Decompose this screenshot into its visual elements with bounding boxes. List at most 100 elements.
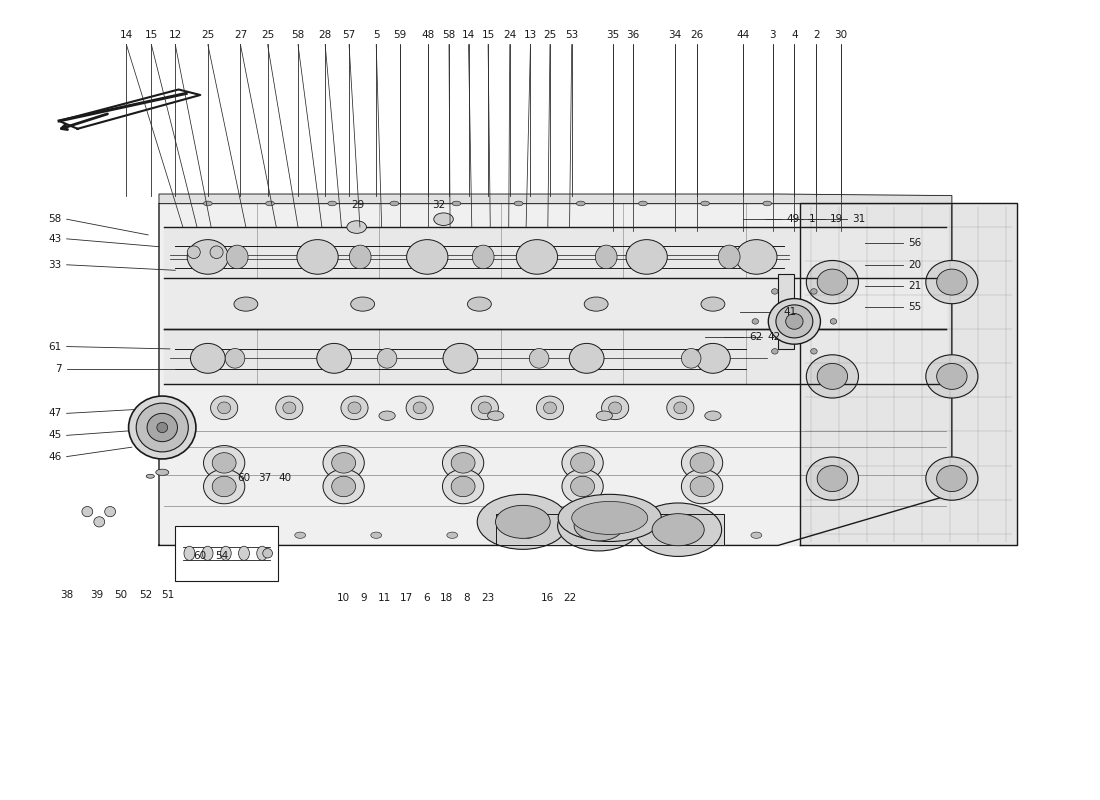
Ellipse shape xyxy=(674,402,686,414)
Text: 47: 47 xyxy=(48,408,62,418)
Ellipse shape xyxy=(751,532,762,538)
Ellipse shape xyxy=(81,506,92,517)
Ellipse shape xyxy=(332,453,355,473)
Text: 31: 31 xyxy=(851,214,866,224)
Ellipse shape xyxy=(328,201,337,206)
Ellipse shape xyxy=(204,446,245,480)
Text: 17: 17 xyxy=(400,593,414,602)
Ellipse shape xyxy=(602,396,629,420)
Text: 3: 3 xyxy=(769,30,776,40)
Ellipse shape xyxy=(266,201,274,206)
Text: 38: 38 xyxy=(60,590,74,600)
Text: 53: 53 xyxy=(565,30,579,40)
Ellipse shape xyxy=(806,261,858,304)
Ellipse shape xyxy=(295,532,306,538)
Text: 15: 15 xyxy=(145,30,158,40)
Ellipse shape xyxy=(595,245,617,269)
Ellipse shape xyxy=(811,289,817,294)
Ellipse shape xyxy=(104,506,116,517)
Ellipse shape xyxy=(771,349,778,354)
Ellipse shape xyxy=(752,318,759,324)
Ellipse shape xyxy=(681,469,723,504)
Ellipse shape xyxy=(937,466,967,491)
Text: 18: 18 xyxy=(440,593,453,602)
Text: 56: 56 xyxy=(909,238,922,248)
Ellipse shape xyxy=(763,201,771,206)
Ellipse shape xyxy=(283,402,296,414)
Ellipse shape xyxy=(187,246,200,258)
Ellipse shape xyxy=(276,396,303,420)
Ellipse shape xyxy=(516,240,558,274)
Ellipse shape xyxy=(571,476,594,497)
Polygon shape xyxy=(160,203,952,546)
Text: 21: 21 xyxy=(909,281,922,291)
Text: 55: 55 xyxy=(909,302,922,312)
Ellipse shape xyxy=(346,221,366,234)
Ellipse shape xyxy=(487,411,504,421)
Text: 16: 16 xyxy=(541,593,554,602)
Ellipse shape xyxy=(443,343,477,374)
Text: 39: 39 xyxy=(90,590,103,600)
Text: 14: 14 xyxy=(462,30,475,40)
Ellipse shape xyxy=(210,396,238,420)
Text: 52: 52 xyxy=(140,590,153,600)
Text: 60: 60 xyxy=(238,473,251,482)
Ellipse shape xyxy=(472,245,494,269)
Text: 19: 19 xyxy=(830,214,844,224)
FancyBboxPatch shape xyxy=(778,274,794,349)
Ellipse shape xyxy=(768,298,821,344)
Text: 62: 62 xyxy=(749,332,762,342)
Ellipse shape xyxy=(598,532,609,538)
Ellipse shape xyxy=(227,245,249,269)
Polygon shape xyxy=(59,90,200,129)
Ellipse shape xyxy=(701,297,725,311)
Ellipse shape xyxy=(675,532,685,538)
Ellipse shape xyxy=(478,402,492,414)
Ellipse shape xyxy=(451,453,475,473)
Ellipse shape xyxy=(202,546,213,560)
Ellipse shape xyxy=(256,546,267,560)
Ellipse shape xyxy=(317,343,352,374)
Ellipse shape xyxy=(522,532,534,538)
Ellipse shape xyxy=(817,466,848,491)
Ellipse shape xyxy=(681,349,701,368)
Ellipse shape xyxy=(515,201,522,206)
Ellipse shape xyxy=(667,396,694,420)
Text: 15: 15 xyxy=(482,30,495,40)
Ellipse shape xyxy=(341,396,368,420)
Text: 1: 1 xyxy=(808,214,815,224)
Text: 59: 59 xyxy=(394,30,407,40)
Ellipse shape xyxy=(146,474,154,478)
Ellipse shape xyxy=(690,453,714,473)
Ellipse shape xyxy=(414,402,426,414)
Ellipse shape xyxy=(529,349,549,368)
Ellipse shape xyxy=(771,289,778,294)
Ellipse shape xyxy=(785,314,803,330)
Text: 10: 10 xyxy=(337,593,350,602)
Text: 51: 51 xyxy=(161,590,174,600)
Text: 6: 6 xyxy=(422,593,429,602)
Ellipse shape xyxy=(695,343,730,374)
Ellipse shape xyxy=(626,240,668,274)
Ellipse shape xyxy=(218,402,231,414)
Text: 27: 27 xyxy=(234,30,248,40)
Ellipse shape xyxy=(136,403,188,452)
Ellipse shape xyxy=(817,363,848,390)
Ellipse shape xyxy=(537,396,563,420)
Ellipse shape xyxy=(451,476,475,497)
Ellipse shape xyxy=(681,446,723,480)
Ellipse shape xyxy=(608,402,622,414)
Ellipse shape xyxy=(452,201,461,206)
Ellipse shape xyxy=(407,240,448,274)
Ellipse shape xyxy=(705,411,722,421)
Ellipse shape xyxy=(212,453,236,473)
Ellipse shape xyxy=(471,396,498,420)
Ellipse shape xyxy=(571,453,594,473)
Text: 37: 37 xyxy=(257,473,271,482)
Ellipse shape xyxy=(187,240,229,274)
Text: 48: 48 xyxy=(421,30,434,40)
Text: 54: 54 xyxy=(216,551,229,561)
Text: 29: 29 xyxy=(351,200,364,210)
Ellipse shape xyxy=(350,245,371,269)
Ellipse shape xyxy=(817,269,848,295)
